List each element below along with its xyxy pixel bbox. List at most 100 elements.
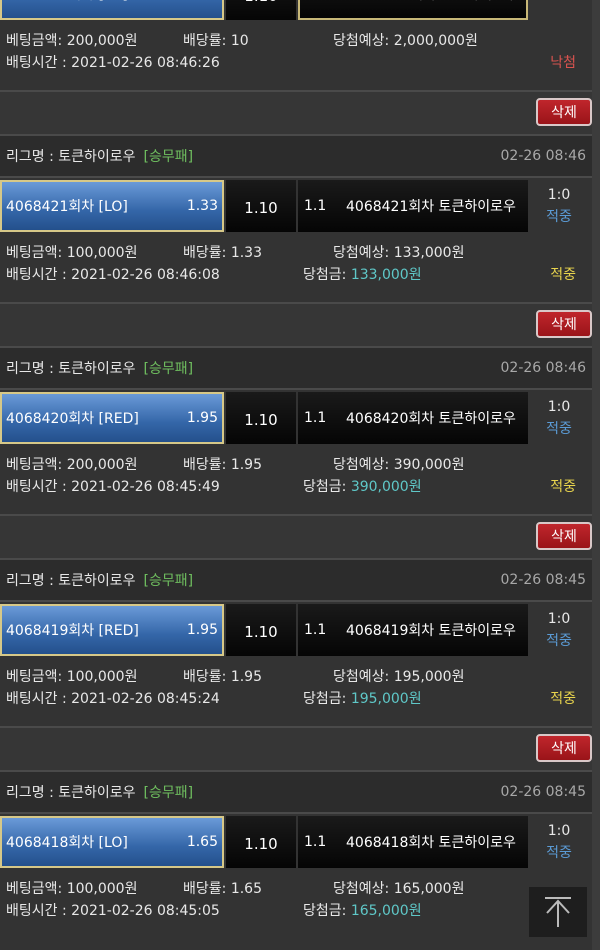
league-row: 리그명 : 토큰하이로우 [승무패] 02-26 08:46 xyxy=(0,134,592,178)
league-name: 토큰하이로우 xyxy=(58,573,136,589)
pick-label: 4068419회차 [RED] xyxy=(6,623,139,639)
pick-label: 4068420회차 [RED] xyxy=(6,411,139,427)
game-name: 4068422회차 토큰하이로우 xyxy=(348,0,518,4)
delete-button[interactable]: 삭제 xyxy=(536,98,592,126)
league-name: 토큰하이로우 xyxy=(58,361,136,377)
win-amount: 당첨금: 195,000원 xyxy=(303,691,422,707)
pick-label: 4068418회차 [LO] xyxy=(6,835,128,851)
result-label: 낙첨 xyxy=(546,0,572,5)
bet-status: 적중 xyxy=(550,479,576,495)
selected-pick[interactable]: 4068418회차 [LO] 1.65 xyxy=(0,816,224,868)
game-odds: 1.1 xyxy=(304,834,327,850)
base-odds: 1.10 xyxy=(226,604,296,656)
score: 1:0 xyxy=(547,399,571,415)
bet-item: 삭제 리그명 : 토큰하이로우 [승무패] 02-26 08:45 4068419회… xyxy=(0,514,592,726)
delete-button[interactable]: 삭제 xyxy=(536,310,592,338)
bet-row: 4068419회차 [RED] 1.95 1.10 1.1 4068419회차 토큰… xyxy=(0,602,592,656)
bet-time: 배팅시간 : 2021-02-26 08:45:49 xyxy=(6,479,220,495)
pick-odds: 1.33 xyxy=(186,198,218,214)
base-odds: 1.10 xyxy=(226,816,296,868)
league-name: 토큰하이로우 xyxy=(58,149,136,165)
game-cell: 1.1 4068420회차 토큰하이로우 xyxy=(298,392,528,444)
expected-win: 당첨예상: 390,000원 xyxy=(333,457,465,473)
pick-odds: 1.95 xyxy=(186,410,218,426)
game-cell: 1.1 4068419회차 토큰하이로우 xyxy=(298,604,528,656)
game-name: 4068420회차 토큰하이로우 xyxy=(346,411,516,427)
result-cell: 낙첨 xyxy=(528,0,590,20)
selected-pick[interactable]: 4068422회차 [LO] 10 xyxy=(0,0,224,20)
game-cell: 1.14068422회차 토큰하이로우 xyxy=(298,0,528,20)
bet-time: 배팅시간 : 2021-02-26 08:45:05 xyxy=(6,903,220,919)
arrow-up-to-top-icon xyxy=(545,897,571,927)
league-label: 리그명 : xyxy=(6,149,54,165)
bet-details: 베팅금액: 100,000원 배당률: 1.33 당첨예상: 133,000원 … xyxy=(0,232,592,302)
game-odds: 1.1 xyxy=(304,622,327,638)
league-date: 02-26 08:46 xyxy=(500,148,586,164)
delete-bar: 삭제 xyxy=(0,302,592,346)
bet-time: 배팅시간 : 2021-02-26 08:45:24 xyxy=(6,691,220,707)
odds: 배당률: 1.95 xyxy=(183,457,262,473)
bet-time: 배팅시간 : 2021-02-26 08:46:08 xyxy=(6,267,220,283)
league-label: 리그명 : xyxy=(6,573,54,589)
odds: 배당률: 1.95 xyxy=(183,669,262,685)
game-cell: 1.1 4068418회차 토큰하이로우 xyxy=(298,816,528,868)
game-odds: 1.1 xyxy=(304,410,327,426)
score: 1:0 xyxy=(547,823,571,839)
bet-row: 4068420회차 [RED] 1.95 1.10 1.1 4068420회차 토큰… xyxy=(0,390,592,444)
delete-bar: 삭제 xyxy=(0,726,592,770)
result-label: 적중 xyxy=(546,845,572,861)
league-date: 02-26 08:45 xyxy=(500,572,586,588)
expected-win: 당첨예상: 165,000원 xyxy=(333,881,465,897)
bet-amount: 베팅금액: 200,000원 xyxy=(6,33,138,49)
pick-label: 4068422회차 [LO] xyxy=(6,0,128,4)
bet-row: 4068421회차 [LO] 1.33 1.10 1.1 4068421회차 토큰하… xyxy=(0,178,592,232)
game-name: 4068418회차 토큰하이로우 xyxy=(346,835,516,851)
game-cell: 1.1 4068421회차 토큰하이로우 xyxy=(298,180,528,232)
bet-row: 4068418회차 [LO] 1.65 1.10 1.1 4068418회차 토큰하… xyxy=(0,814,592,868)
game-name: 4068421회차 토큰하이로우 xyxy=(346,199,516,215)
league-tag: [승무패] xyxy=(143,573,194,589)
bet-details: 베팅금액: 100,000원 배당률: 1.95 당첨예상: 195,000원 … xyxy=(0,656,592,726)
win-amount: 당첨금: 390,000원 xyxy=(303,479,422,495)
bet-details: 베팅금액: 200,000원 배당률: 1.95 당첨예상: 390,000원 … xyxy=(0,444,592,514)
score: 1:0 xyxy=(547,187,571,203)
scroll-to-top-button[interactable] xyxy=(529,887,587,937)
odds: 배당률: 1.33 xyxy=(183,245,262,261)
delete-button[interactable]: 삭제 xyxy=(536,734,592,762)
delete-bar: 삭제 xyxy=(0,90,592,134)
delete-button[interactable]: 삭제 xyxy=(536,522,592,550)
league-label: 리그명 : xyxy=(6,361,54,377)
pick-odds: 1.95 xyxy=(186,622,218,638)
selected-pick[interactable]: 4068420회차 [RED] 1.95 xyxy=(0,392,224,444)
league-tag: [승무패] xyxy=(143,785,194,801)
scrollbar[interactable] xyxy=(592,0,600,950)
bet-details: 베팅금액: 100,000원 배당률: 1.65 당첨예상: 165,000원 … xyxy=(0,868,592,938)
bet-amount: 베팅금액: 100,000원 xyxy=(6,669,138,685)
expected-win: 당첨예상: 195,000원 xyxy=(333,669,465,685)
selected-pick[interactable]: 4068419회차 [RED] 1.95 xyxy=(0,604,224,656)
odds: 배당률: 1.65 xyxy=(183,881,262,897)
selected-pick[interactable]: 4068421회차 [LO] 1.33 xyxy=(0,180,224,232)
base-odds: 1.10 xyxy=(226,0,296,20)
league-label: 리그명 : xyxy=(6,785,54,801)
league-row: 리그명 : 토큰하이로우 [승무패] 02-26 08:45 xyxy=(0,770,592,814)
expected-win: 당첨예상: 133,000원 xyxy=(333,245,465,261)
result-cell: 1:0 적중 xyxy=(528,180,590,232)
league-tag: [승무패] xyxy=(143,361,194,377)
bet-item: 삭제 리그명 : 토큰하이로우 [승무패] 02-26 08:46 4068420회… xyxy=(0,302,592,514)
pick-odds: 10 xyxy=(200,0,218,2)
game-name: 4068419회차 토큰하이로우 xyxy=(346,623,516,639)
bet-amount: 베팅금액: 200,000원 xyxy=(6,457,138,473)
result-label: 적중 xyxy=(546,633,572,649)
delete-bar: 삭제 xyxy=(0,514,592,558)
game-odds: 1.1 xyxy=(304,198,327,214)
bet-item: 삭제 리그명 : 토큰하이로우 [승무패] 02-26 08:45 4068418회… xyxy=(0,726,592,938)
result-cell: 1:0 적중 xyxy=(528,392,590,444)
bet-row: 4068422회차 [LO] 10 1.10 1.14068422회차 토큰하이로… xyxy=(0,0,592,20)
base-odds: 1.10 xyxy=(226,180,296,232)
league-row: 리그명 : 토큰하이로우 [승무패] 02-26 08:46 xyxy=(0,346,592,390)
league-date: 02-26 08:46 xyxy=(500,360,586,376)
bet-status: 적중 xyxy=(550,267,576,283)
result-cell: 1:0 적중 xyxy=(528,604,590,656)
bet-item: 삭제 리그명 : 토큰하이로우 [승무패] 02-26 08:46 4068421회… xyxy=(0,90,592,302)
